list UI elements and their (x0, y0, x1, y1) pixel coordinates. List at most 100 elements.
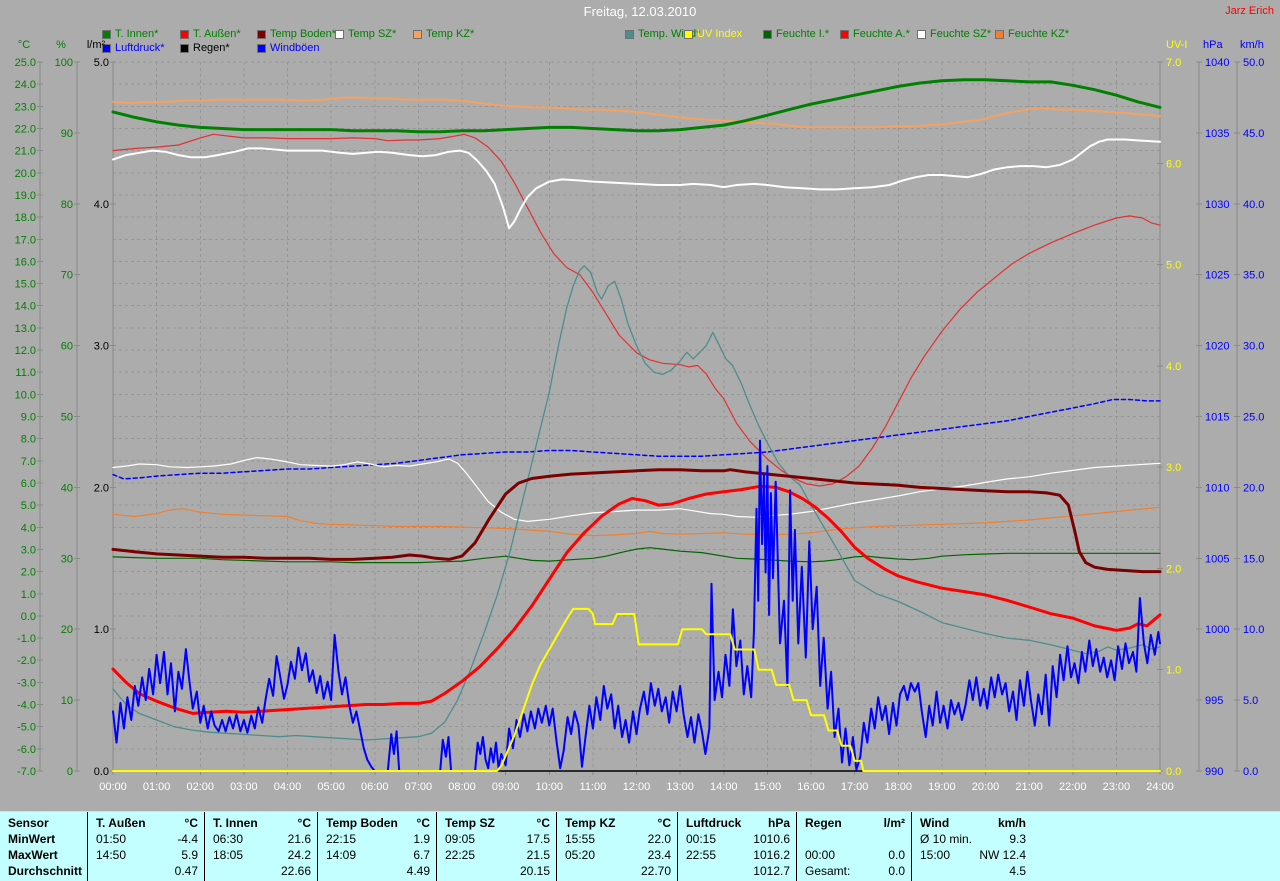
series-temp-sz (112, 138, 1161, 230)
stat-cell-value: 4.49 (406, 864, 430, 878)
tick-label: 1025 (1205, 270, 1229, 282)
legend-item-t-innen[interactable]: T. Innen* (102, 29, 158, 40)
tick-label: -7.0 (17, 766, 36, 778)
stat-cell-value: °C (536, 816, 550, 830)
axis-uv-labels: UV-I 7.0 6.0 5.0 4.0 3.0 2.0 1.0 0.0 (1166, 39, 1187, 778)
legend-item-windb-en[interactable]: Windböen (257, 43, 320, 54)
legend-item-feuchte-a[interactable]: Feuchte A.* (840, 29, 910, 40)
axis-c (37, 61, 43, 772)
legend-item-t-au-en[interactable]: T. Außen* (180, 29, 241, 40)
stat-cell-value: 22.0 (647, 832, 671, 846)
stat-cell-time: 14:50 (96, 848, 127, 862)
x-tick-label: 09:00 (492, 781, 520, 793)
axis-c-labels: °C 25.0 24.0 23.0 22.0 21.0 20.0 19.0 18.0 17.0 16… (15, 39, 36, 778)
stats-row-label-durchschnitt: Durchschnitt (8, 864, 83, 878)
x-tick-label: 11:00 (580, 781, 607, 793)
stat-cell-value: 24.2 (287, 848, 311, 862)
x-tick-label: 02:00 (186, 781, 214, 793)
x-tick-label: 24:00 (1146, 781, 1174, 793)
tick-label: 35.0 (1243, 270, 1264, 282)
x-tick-label: 05:00 (317, 781, 345, 793)
series-t-innen (111, 78, 1162, 134)
stat-cell-value: 6.7 (413, 848, 430, 862)
legend-swatch-icon (995, 30, 1004, 39)
tick-label: 7.0 (1166, 57, 1181, 69)
x-tick-label: 01:00 (143, 781, 171, 793)
tick-label: 12.0 (15, 345, 36, 357)
x-tick-label: 22:00 (1059, 781, 1087, 793)
tick-label: 3.0 (94, 341, 109, 353)
tick-label: 40.0 (1243, 199, 1264, 211)
tick-label: 1.0 (21, 589, 36, 601)
tick-label: 19.0 (15, 190, 36, 202)
tick-label: 20.0 (15, 168, 36, 180)
stats-row-label-sensor: Sensor (8, 816, 49, 830)
legend-swatch-icon (763, 30, 772, 39)
legend-label: Temp KZ* (426, 28, 475, 40)
series-feuchte-a (112, 133, 1161, 487)
x-tick-label: 12:00 (623, 781, 651, 793)
stat-cell-value: °C (416, 816, 430, 830)
axis-title-hpa: hPa (1203, 39, 1223, 51)
tick-label: -5.0 (17, 722, 36, 734)
legend-label: T. Innen* (115, 28, 159, 40)
x-tick-label: 18:00 (884, 781, 912, 793)
stat-cell-time: Gesamt: (805, 864, 851, 878)
x-tick-label: 03:00 (230, 781, 258, 793)
stat-cell-time: 22:55 (686, 848, 717, 862)
series-feuchte-kz (112, 506, 1161, 537)
tick-label: -6.0 (17, 744, 36, 756)
legend-item-regen[interactable]: Regen* (180, 43, 230, 54)
tick-label: 9.0 (21, 412, 36, 424)
tick-label: 6.0 (21, 478, 36, 490)
tick-label: 4.0 (1166, 361, 1181, 373)
stat-cell-time: 22:15 (326, 832, 357, 846)
tick-label: 45.0 (1243, 128, 1264, 140)
tick-label: 11.0 (15, 367, 36, 379)
tick-label: 50.0 (1243, 57, 1264, 69)
stat-cell-time: T. Außen (96, 816, 146, 830)
tick-label: 6.0 (1166, 158, 1181, 170)
tick-label: 3.0 (1166, 462, 1181, 474)
stat-cell-time: Luftdruck (686, 816, 742, 830)
legend-label: Regen* (193, 42, 230, 54)
legend-item-temp-boden[interactable]: Temp Boden* (257, 29, 336, 40)
legend-item-temp-wind[interactable]: Temp. Wind* (625, 29, 700, 40)
watermark-author: Jarz Erich (1225, 5, 1274, 17)
tick-label: 4.0 (94, 199, 109, 211)
legend-item-feuchte-sz[interactable]: Feuchte SZ* (917, 29, 991, 40)
tick-label: 50 (61, 412, 73, 424)
legend-item-temp-sz[interactable]: Temp SZ* (335, 29, 396, 40)
stat-cell-time: 06:30 (213, 832, 244, 846)
stats-col-t-au-en: T. Außen °C 01:50 -4.4 14:50 5.9 0.47 (88, 812, 205, 881)
stat-cell-time: Regen (805, 816, 842, 830)
tick-label: 80 (61, 199, 73, 211)
legend-label: Windböen (270, 42, 320, 54)
series-feuchte-sz (112, 457, 1161, 523)
tick-label: 4.0 (21, 522, 36, 534)
x-tick-label: 06:00 (361, 781, 389, 793)
stats-col-temp-kz: Temp KZ °C 15:55 22.0 05:20 23.4 22.70 (557, 812, 678, 881)
tick-label: -3.0 (17, 677, 36, 689)
tick-label: 15.0 (1243, 553, 1264, 565)
legend-label: Feuchte I.* (776, 28, 830, 40)
stat-cell-time: 01:50 (96, 832, 127, 846)
legend-item-uv-index[interactable]: UV Index (684, 29, 742, 40)
stat-cell-value: 0.0 (888, 864, 905, 878)
legend-item-feuchte-i[interactable]: Feuchte I.* (763, 29, 829, 40)
stats-col-temp-sz: Temp SZ °C 09:05 17.5 22:25 21.5 20.15 (437, 812, 557, 881)
legend-item-feuchte-kz[interactable]: Feuchte KZ* (995, 29, 1069, 40)
weather-chart: °C 25.0 24.0 23.0 22.0 21.0 20.0 19.0 18.0 17.0 16… (15, 39, 1265, 793)
stat-cell-value: NW 12.4 (979, 848, 1026, 862)
tick-label: -4.0 (17, 700, 36, 712)
x-tick-label: 08:00 (448, 781, 476, 793)
tick-label: 23.0 (15, 101, 36, 113)
series-temp-boden (111, 468, 1162, 574)
axis-title-kmh: km/h (1240, 39, 1264, 51)
axis-lm2-labels: l/m² 5.0 4.0 3.0 2.0 1.0 0.0 (87, 39, 109, 778)
legend-item-temp-kz[interactable]: Temp KZ* (413, 29, 474, 40)
legend-swatch-icon (335, 30, 344, 39)
legend-item-luftdruck[interactable]: Luftdruck* (102, 43, 165, 54)
stat-cell-time: 00:15 (686, 832, 717, 846)
x-tick-label: 13:00 (666, 781, 694, 793)
